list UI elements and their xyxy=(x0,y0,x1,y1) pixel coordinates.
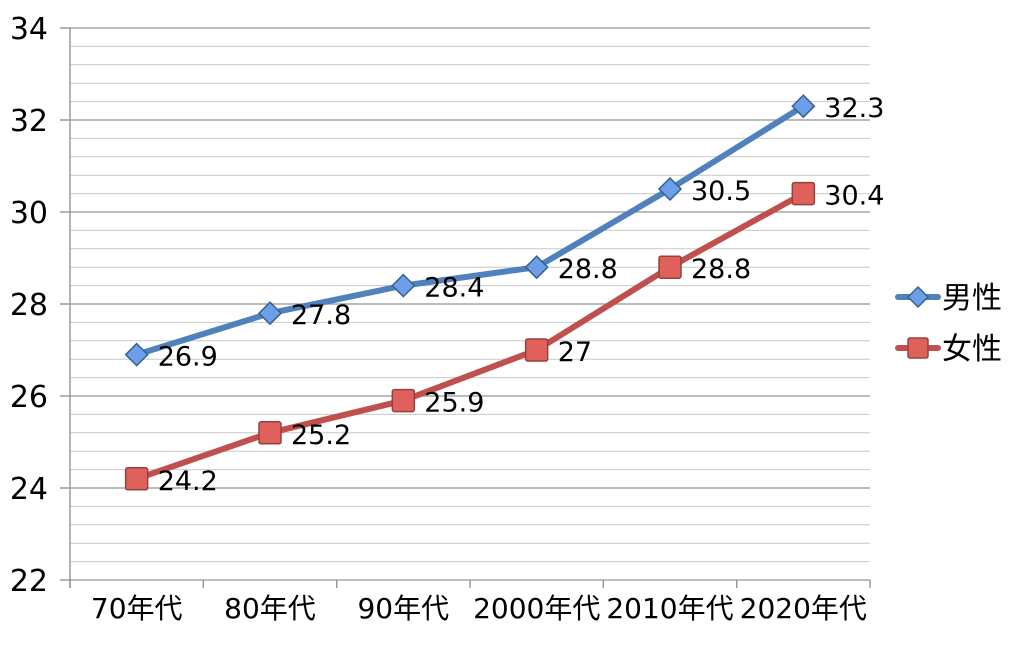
x-tick-label: 80年代 xyxy=(224,592,316,625)
data-label: 25.9 xyxy=(424,388,484,419)
legend-item-male: 男性 xyxy=(895,281,1002,316)
data-point-marker xyxy=(791,181,816,206)
series-male-line xyxy=(133,103,807,358)
series-female-line xyxy=(133,190,807,482)
data-point-marker xyxy=(391,388,416,413)
series-male-markers xyxy=(124,94,816,367)
x-tick-label: 2010年代 xyxy=(606,592,733,625)
y-tick-label: 32 xyxy=(10,104,48,139)
x-axis xyxy=(69,580,871,588)
data-point-marker xyxy=(391,273,416,298)
data-point-marker xyxy=(124,467,149,491)
y-tick-label: 26 xyxy=(10,380,48,415)
data-point-marker xyxy=(124,342,149,367)
data-point-marker xyxy=(524,338,549,362)
legend-item-female: 女性 xyxy=(895,332,1002,367)
data-label: 27 xyxy=(558,337,592,368)
data-label: 32.3 xyxy=(824,93,884,124)
y-tick-label: 30 xyxy=(10,196,48,231)
x-tick-label: 90年代 xyxy=(357,592,449,625)
data-label: 28.4 xyxy=(424,273,484,304)
series-female-data-labels: 24.2 25.2 25.9 27 28.8 30.4 xyxy=(158,181,885,497)
data-point-marker xyxy=(658,255,682,279)
y-tick-label: 24 xyxy=(10,472,48,507)
minor-gridlines xyxy=(70,45,870,563)
data-label: 28.8 xyxy=(691,254,751,285)
data-point-marker xyxy=(257,301,283,326)
data-label: 30.4 xyxy=(824,181,884,212)
y-tick-label: 34 xyxy=(10,12,48,47)
major-gridlines xyxy=(70,27,870,581)
data-label: 26.9 xyxy=(158,342,218,373)
data-point-marker xyxy=(791,94,816,119)
data-label: 30.5 xyxy=(691,176,751,207)
legend-marker-diamond-icon xyxy=(906,285,930,309)
x-tick-labels: 70年代 80年代 90年代 2000年代 2010年代 2020年代 xyxy=(91,592,867,625)
x-tick-label: 70年代 xyxy=(91,592,183,625)
series-female-markers xyxy=(124,181,816,491)
data-point-marker xyxy=(258,421,282,445)
data-point-marker xyxy=(524,255,549,280)
y-axis xyxy=(60,27,71,588)
x-tick-label: 2020年代 xyxy=(740,592,867,625)
x-tick-label: 2000年代 xyxy=(473,592,600,625)
series-male-data-labels: 26.9 27.8 28.4 28.8 30.5 32.3 xyxy=(158,93,885,372)
legend-label: 男性 xyxy=(942,281,1002,316)
data-label: 24.2 xyxy=(158,466,218,497)
y-tick-label: 22 xyxy=(10,564,48,599)
y-tick-labels: 22 24 26 28 30 32 34 xyxy=(10,12,48,599)
data-point-marker xyxy=(657,176,683,202)
data-label: 25.2 xyxy=(291,420,351,451)
legend-marker-square-icon xyxy=(907,337,929,359)
legend-label: 女性 xyxy=(942,332,1002,367)
y-tick-label: 28 xyxy=(10,288,48,323)
data-label: 28.8 xyxy=(558,254,618,285)
data-label: 27.8 xyxy=(291,300,351,331)
